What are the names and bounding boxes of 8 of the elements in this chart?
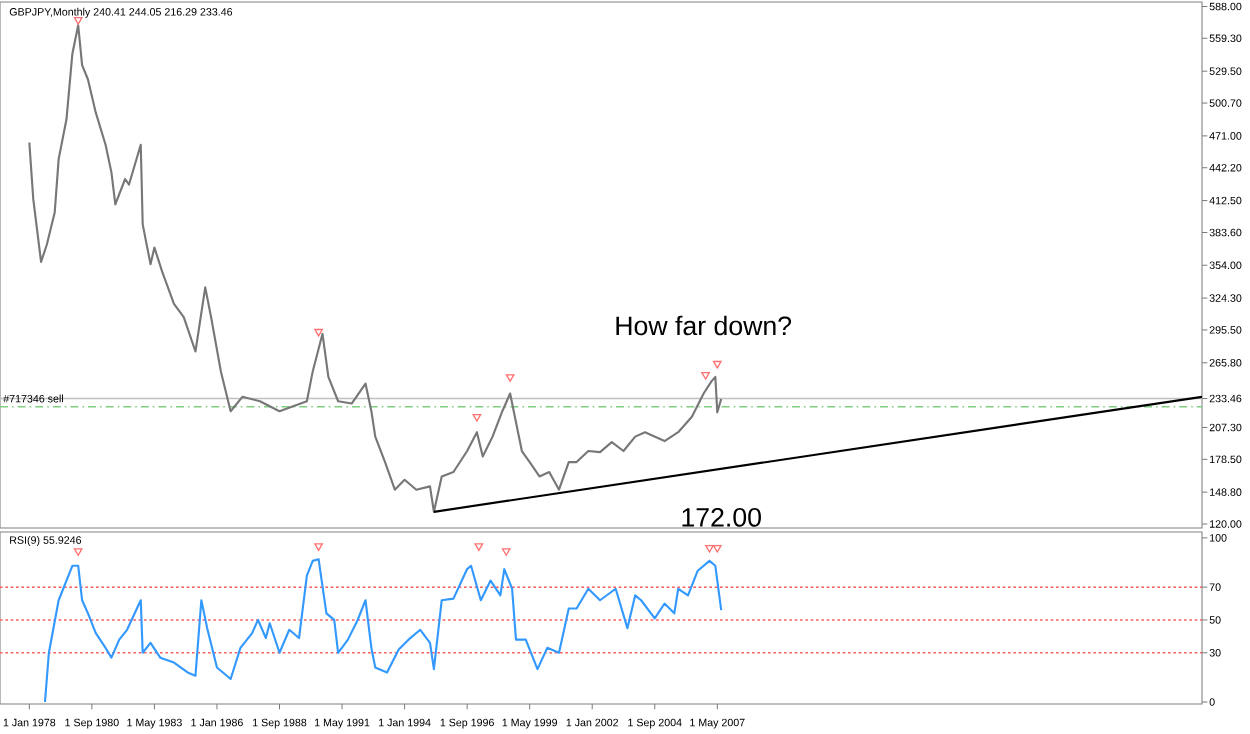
annotation: How far down? [616,315,792,336]
point [701,371,710,380]
point [472,413,482,422]
point [505,374,515,382]
line-series [43,558,723,704]
point [314,328,323,337]
annotation: 172.00 [682,507,761,527]
point [712,360,722,369]
